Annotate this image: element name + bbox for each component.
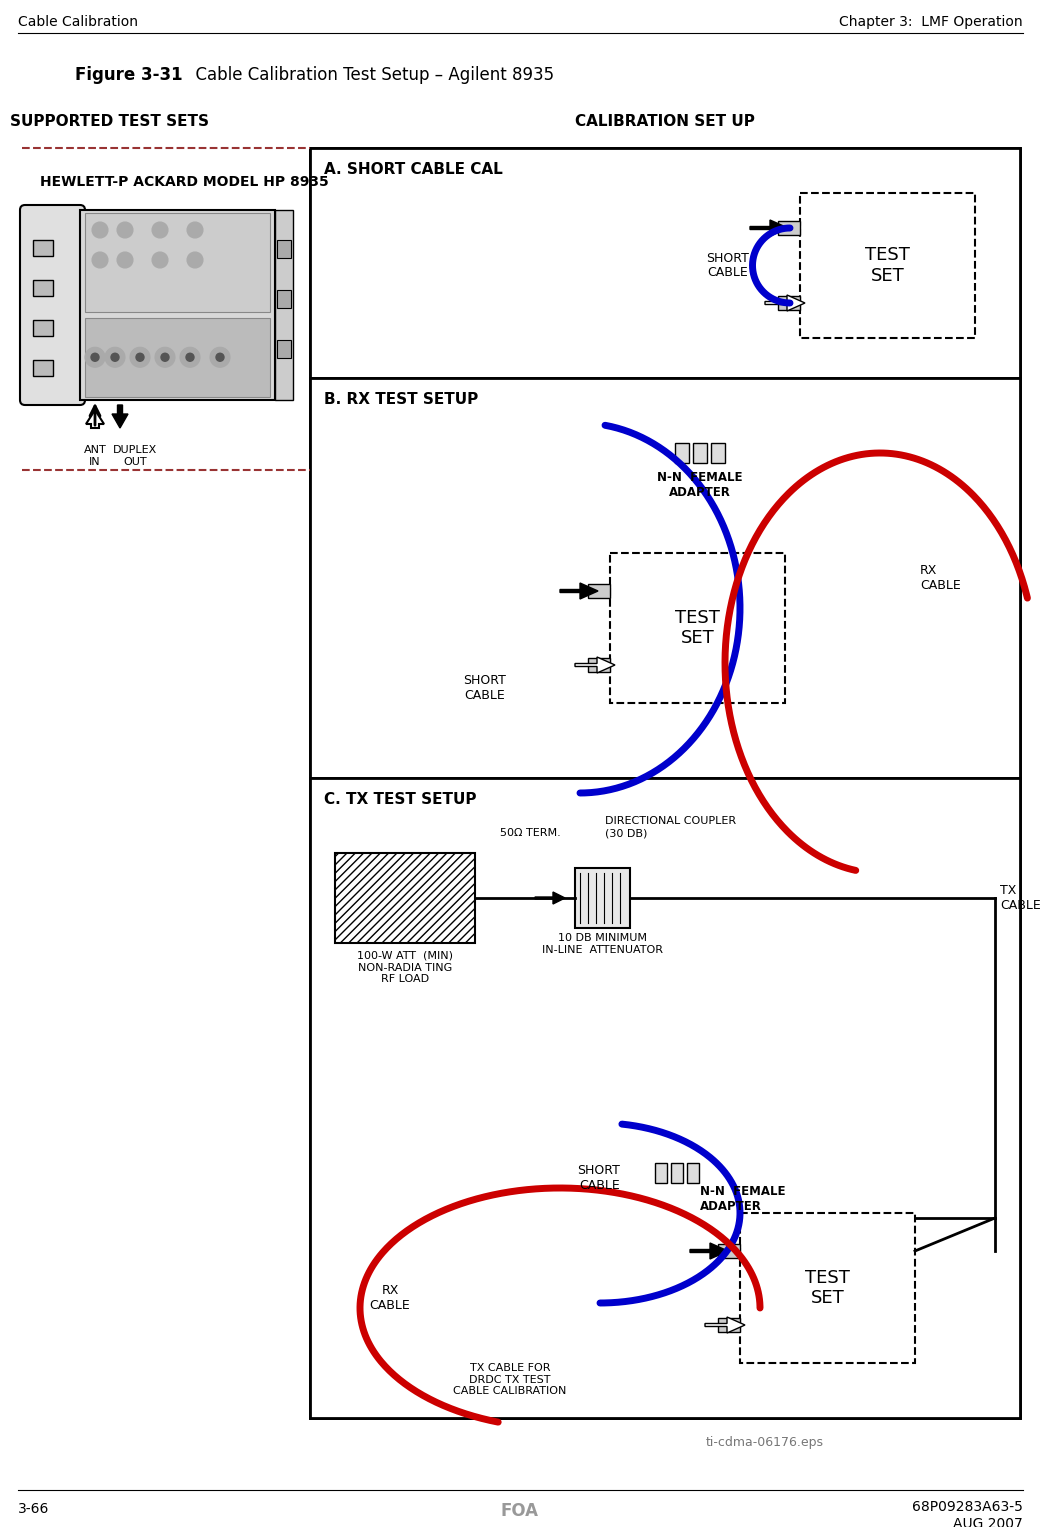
Bar — [778, 296, 799, 310]
Text: 68P09283A63-5: 68P09283A63-5 — [912, 1500, 1023, 1513]
Circle shape — [152, 252, 168, 269]
Circle shape — [155, 347, 175, 368]
Text: TX CABLE FOR
DRDC TX TEST
CABLE CALIBRATION: TX CABLE FOR DRDC TX TEST CABLE CALIBRAT… — [453, 1364, 566, 1396]
Text: SHORT
CABLE: SHORT CABLE — [577, 1164, 620, 1193]
Text: ANT
IN: ANT IN — [83, 444, 106, 467]
Text: RX
CABLE: RX CABLE — [370, 1284, 410, 1312]
Bar — [85, 212, 270, 312]
Text: SUPPORTED TEST SETS: SUPPORTED TEST SETS — [10, 115, 209, 130]
Text: Cable Calibration: Cable Calibration — [18, 15, 138, 29]
Text: HEWLETT-P ACKARD MODEL HP 8935: HEWLETT-P ACKARD MODEL HP 8935 — [40, 176, 329, 189]
Text: TEST
SET: TEST SET — [805, 1269, 849, 1307]
Bar — [33, 321, 53, 336]
Circle shape — [105, 347, 125, 368]
Bar — [655, 1164, 667, 1183]
Circle shape — [161, 353, 169, 362]
Bar — [778, 221, 799, 235]
Bar — [687, 1164, 699, 1183]
Bar — [671, 1164, 683, 1183]
Text: CALIBRATION SET UP: CALIBRATION SET UP — [575, 115, 755, 130]
FancyArrow shape — [86, 411, 104, 428]
Text: A. SHORT CABLE CAL: A. SHORT CABLE CAL — [324, 162, 503, 177]
Text: TX
CABLE: TX CABLE — [1000, 884, 1041, 912]
Bar — [277, 341, 291, 357]
Circle shape — [111, 353, 119, 362]
Bar — [80, 211, 275, 400]
Bar — [33, 360, 53, 376]
Circle shape — [210, 347, 230, 368]
Circle shape — [152, 221, 168, 238]
Text: 10 DB MINIMUM
IN-LINE  ATTENUATOR: 10 DB MINIMUM IN-LINE ATTENUATOR — [542, 933, 663, 954]
Text: N-N  FEMALE
ADAPTER: N-N FEMALE ADAPTER — [700, 1185, 786, 1212]
Text: B. RX TEST SETUP: B. RX TEST SETUP — [324, 392, 478, 408]
Bar — [85, 318, 270, 397]
FancyArrow shape — [690, 1243, 728, 1258]
Bar — [718, 1318, 740, 1332]
Bar — [277, 240, 291, 258]
Text: AUG 2007: AUG 2007 — [954, 1516, 1023, 1527]
Bar — [675, 443, 689, 463]
Bar — [575, 867, 630, 928]
Text: Figure 3-31: Figure 3-31 — [75, 66, 182, 84]
Circle shape — [91, 353, 99, 362]
Circle shape — [92, 252, 108, 269]
Bar — [310, 148, 1020, 379]
Bar — [275, 211, 293, 400]
Text: FOA: FOA — [501, 1503, 539, 1519]
Circle shape — [92, 221, 108, 238]
FancyArrow shape — [765, 295, 805, 312]
Bar — [711, 443, 725, 463]
Circle shape — [215, 353, 224, 362]
Bar — [610, 553, 785, 702]
Text: N-N  FEMALE
ADAPTER: N-N FEMALE ADAPTER — [657, 470, 742, 499]
Circle shape — [187, 221, 203, 238]
FancyArrow shape — [560, 583, 598, 599]
Text: DUPLEX
OUT: DUPLEX OUT — [112, 444, 157, 467]
FancyArrow shape — [112, 405, 128, 428]
Bar — [718, 1245, 740, 1258]
Bar — [277, 290, 291, 308]
Bar — [588, 658, 610, 672]
Circle shape — [180, 347, 200, 368]
Bar — [33, 279, 53, 296]
FancyArrow shape — [750, 220, 788, 237]
Circle shape — [130, 347, 150, 368]
Text: RX
CABLE: RX CABLE — [920, 563, 961, 592]
FancyArrow shape — [575, 657, 615, 673]
Circle shape — [187, 252, 203, 269]
FancyArrow shape — [705, 1316, 745, 1333]
Text: TEST
SET: TEST SET — [865, 246, 910, 286]
Text: SHORT
CABLE: SHORT CABLE — [463, 673, 506, 702]
Bar — [693, 443, 707, 463]
Circle shape — [117, 221, 133, 238]
Bar — [310, 379, 1020, 777]
Circle shape — [186, 353, 194, 362]
FancyBboxPatch shape — [20, 205, 85, 405]
Bar — [310, 777, 1020, 1419]
Circle shape — [117, 252, 133, 269]
Bar — [740, 1212, 915, 1364]
Bar — [588, 583, 610, 599]
Text: 50Ω TERM.: 50Ω TERM. — [500, 828, 560, 838]
Bar — [799, 192, 975, 337]
Bar — [33, 240, 53, 257]
Circle shape — [85, 347, 105, 368]
Text: SHORT
CABLE: SHORT CABLE — [706, 252, 748, 279]
Circle shape — [136, 353, 144, 362]
Text: TEST
SET: TEST SET — [675, 609, 720, 647]
FancyArrow shape — [535, 892, 565, 904]
Text: 100-W ATT  (MIN)
NON-RADIA TING
RF LOAD: 100-W ATT (MIN) NON-RADIA TING RF LOAD — [357, 951, 453, 985]
Bar — [310, 148, 1020, 1419]
Text: Cable Calibration Test Setup – Agilent 8935: Cable Calibration Test Setup – Agilent 8… — [185, 66, 554, 84]
Text: DIRECTIONAL COUPLER
(30 DB): DIRECTIONAL COUPLER (30 DB) — [605, 817, 736, 838]
Bar — [335, 854, 475, 944]
Text: ti-cdma-06176.eps: ti-cdma-06176.eps — [706, 1435, 824, 1449]
Text: C. TX TEST SETUP: C. TX TEST SETUP — [324, 793, 477, 806]
Text: Chapter 3:  LMF Operation: Chapter 3: LMF Operation — [839, 15, 1023, 29]
Text: 3-66: 3-66 — [18, 1503, 49, 1516]
